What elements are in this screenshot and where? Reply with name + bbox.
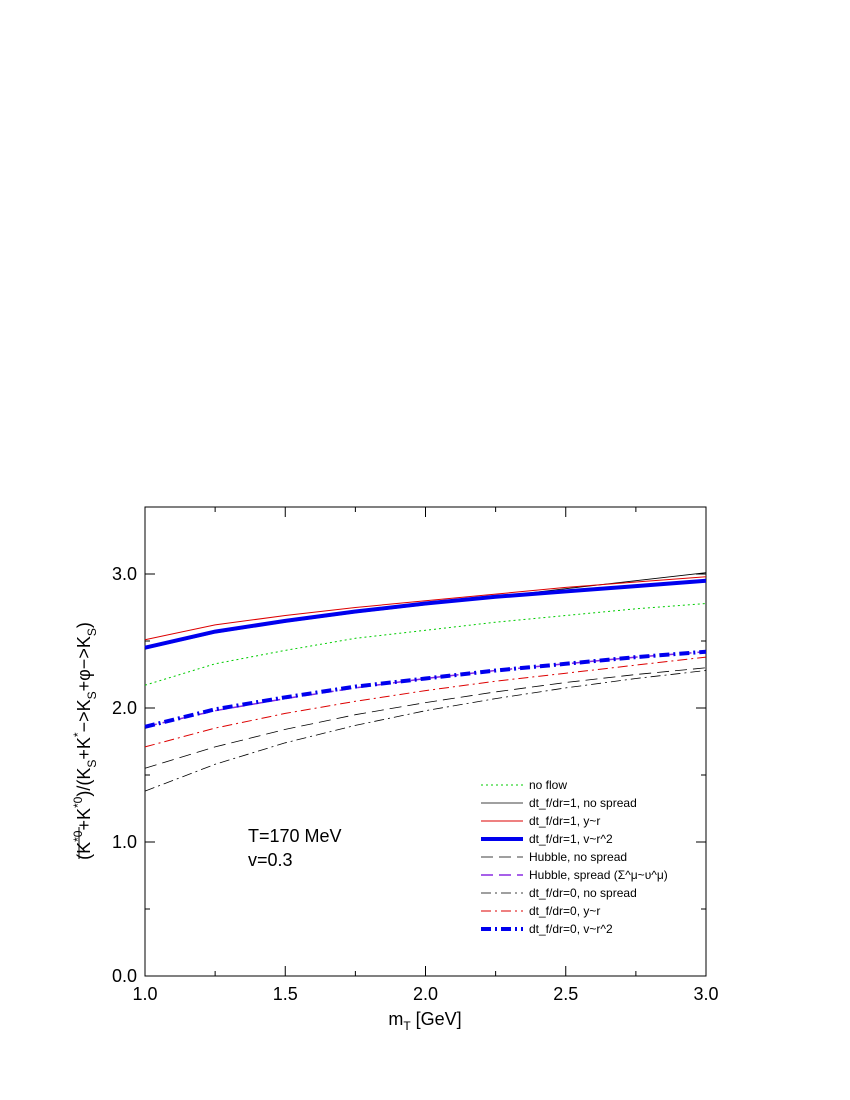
series-line-8 xyxy=(144,656,707,748)
series-line-1 xyxy=(144,603,707,686)
legend-label-6: Hubble, spread (Σ^μ~υ^μ) xyxy=(529,868,668,882)
legend-label-9: dt_f/dr=0, v~r^2 xyxy=(529,922,613,936)
legend-label-5: Hubble, no spread xyxy=(529,850,627,864)
plot-frame xyxy=(144,506,707,977)
series-line-7 xyxy=(144,670,707,792)
x-axis-title: mT [GeV] xyxy=(388,1009,461,1033)
series-line-3 xyxy=(144,576,707,641)
series-line-6 xyxy=(144,650,707,728)
legend-label-1: no flow xyxy=(529,778,567,792)
series-line-4 xyxy=(144,578,707,650)
x-tick-label: 1.0 xyxy=(132,984,157,1004)
legend-label-2: dt_f/dr=1, no spread xyxy=(529,796,637,810)
annotation-temperature: T=170 MeV xyxy=(248,826,342,846)
x-tick-label: 1.5 xyxy=(273,984,298,1004)
annotation-velocity: v=0.3 xyxy=(248,850,293,870)
y-tick-label: 0.0 xyxy=(112,966,137,986)
y-tick-label: 1.0 xyxy=(112,832,137,852)
x-tick-label: 2.0 xyxy=(413,984,438,1004)
legend-label-4: dt_f/dr=1, v~r^2 xyxy=(529,832,613,846)
y-tick-label: 3.0 xyxy=(112,564,137,584)
y-tick-label: 2.0 xyxy=(112,698,137,718)
legend-label-7: dt_f/dr=0, no spread xyxy=(529,886,637,900)
legend: no flow dt_f/dr=1, no spread dt_f/dr=1, y~… xyxy=(481,778,668,936)
series-line-2 xyxy=(144,572,707,650)
series-line-9 xyxy=(144,649,707,729)
x-tick-label: 3.0 xyxy=(693,984,718,1004)
legend-label-3: dt_f/dr=1, y~r xyxy=(529,814,600,828)
series-layer xyxy=(144,572,707,792)
legend-label-8: dt_f/dr=0, y~r xyxy=(529,904,600,918)
y-axis-title: (K*0+K*0)/(KS+K*−>KS+φ−>KS) xyxy=(71,622,99,860)
ticks: 1.0 1.5 2.0 2.5 3.00.01.02.03.0 xyxy=(112,507,719,1004)
x-tick-label: 2.5 xyxy=(553,984,578,1004)
series-line-5 xyxy=(144,667,707,769)
